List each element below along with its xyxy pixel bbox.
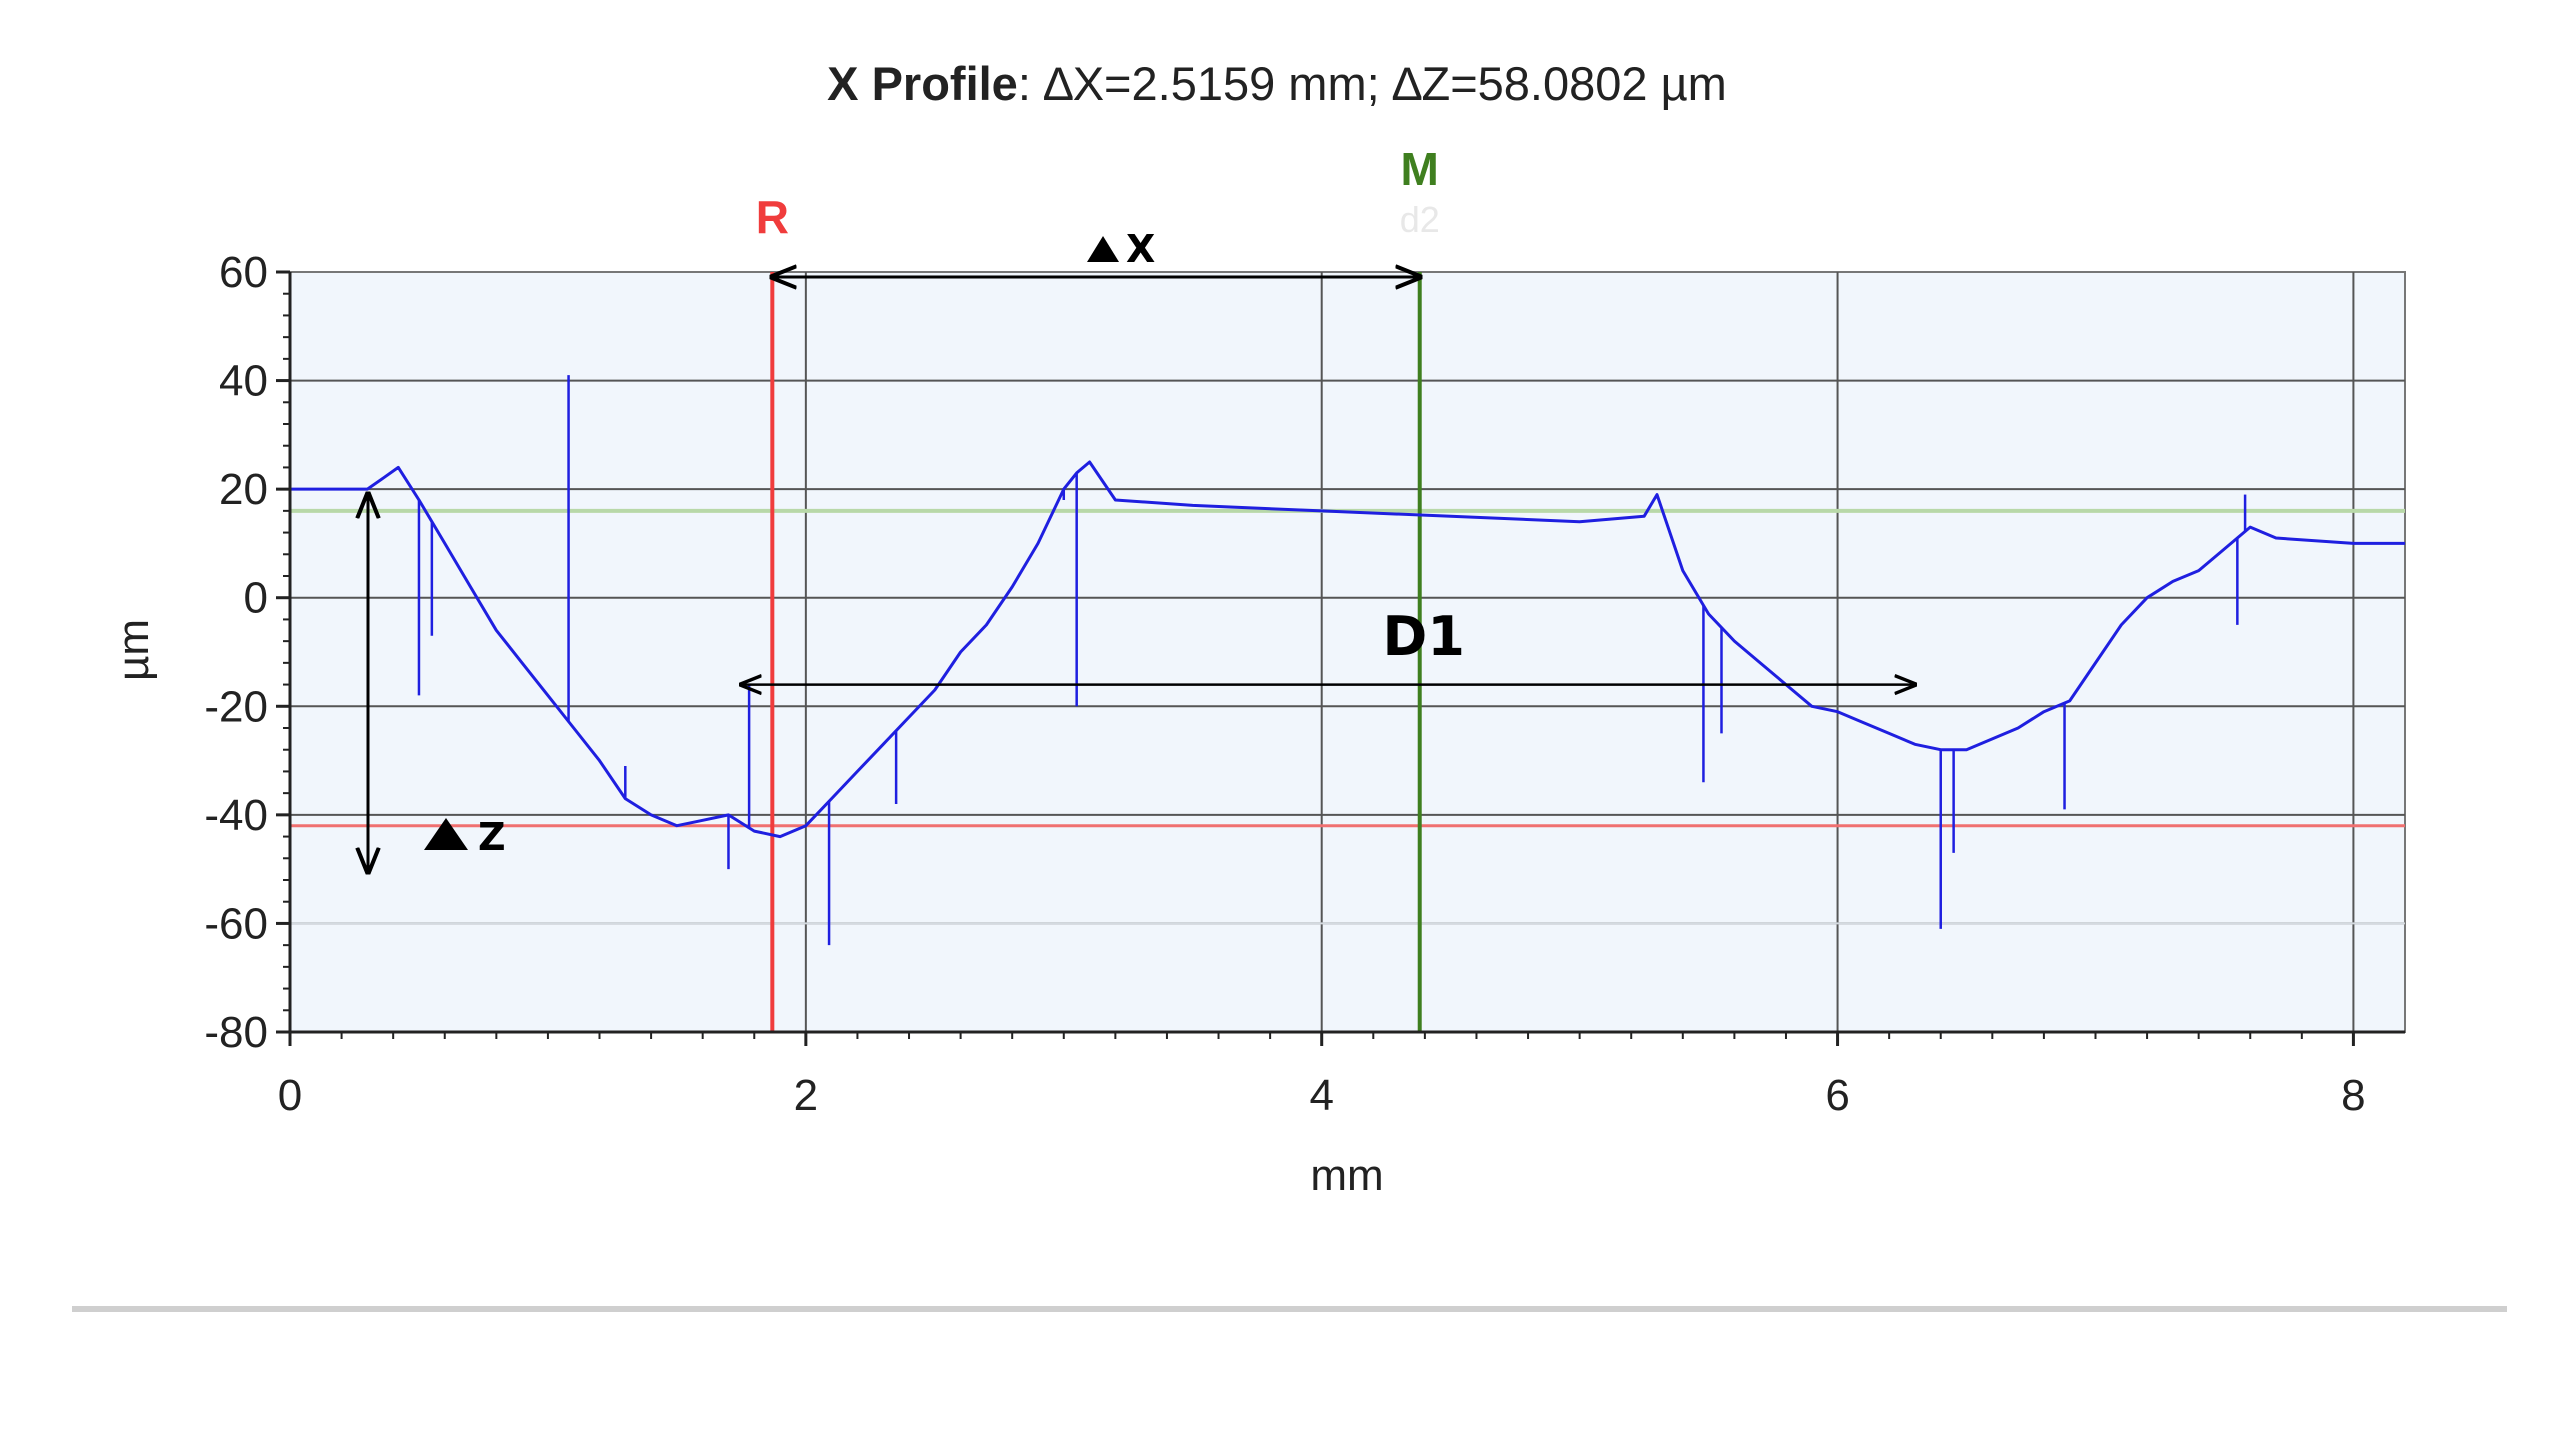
y-tick-label: 0 xyxy=(244,574,268,623)
y-tick-label: -20 xyxy=(204,682,268,731)
x-tick-label: 2 xyxy=(794,1071,818,1120)
delta-z-triangle-icon xyxy=(424,818,468,850)
cursor-lines xyxy=(770,272,1422,1032)
axes xyxy=(288,272,2405,1034)
bottom-divider xyxy=(72,1306,2507,1312)
y-tick-label: 60 xyxy=(219,248,268,297)
y-tick-label: -60 xyxy=(204,899,268,948)
x-tick-label: 4 xyxy=(1309,1071,1333,1120)
annotations xyxy=(368,236,1915,872)
y-axis-label: µm xyxy=(109,619,158,681)
chart-title-values: : ∆X=2.5159 mm; ∆Z=58.0802 µm xyxy=(1018,57,1727,110)
y-tick-label: 20 xyxy=(219,465,268,514)
axis-ticks: 0 2 4 6 8 60 40 20 0 -20 -40 -60 -80 xyxy=(204,248,2365,1120)
x-axis-label: mm xyxy=(1310,1151,1383,1200)
y-tick-label: -40 xyxy=(204,791,268,840)
x-tick-label: 6 xyxy=(1825,1071,1849,1120)
y-tick-label: 40 xyxy=(219,357,268,406)
delta-z-label: Z xyxy=(478,815,506,859)
profile-line xyxy=(290,460,2405,839)
x-tick-label: 0 xyxy=(278,1071,302,1120)
profile-series xyxy=(290,375,2405,946)
plot-area xyxy=(289,271,2406,1033)
chart-title: X Profile: ∆X=2.5159 mm; ∆Z=58.0802 µm xyxy=(827,57,1727,110)
r-cursor-label: R xyxy=(756,191,789,243)
m-cursor-sublabel: d2 xyxy=(1400,199,1440,240)
d1-label: D1 xyxy=(1383,605,1465,668)
chart-title-bold: X Profile xyxy=(827,57,1018,110)
x-tick-label: 8 xyxy=(2341,1071,2365,1120)
delta-x-label: X xyxy=(1126,227,1155,271)
delta-x-triangle-icon xyxy=(1087,236,1120,262)
grid-lines xyxy=(290,272,2405,1032)
y-tick-label: -80 xyxy=(204,1008,268,1057)
m-cursor-label: M xyxy=(1401,143,1439,195)
